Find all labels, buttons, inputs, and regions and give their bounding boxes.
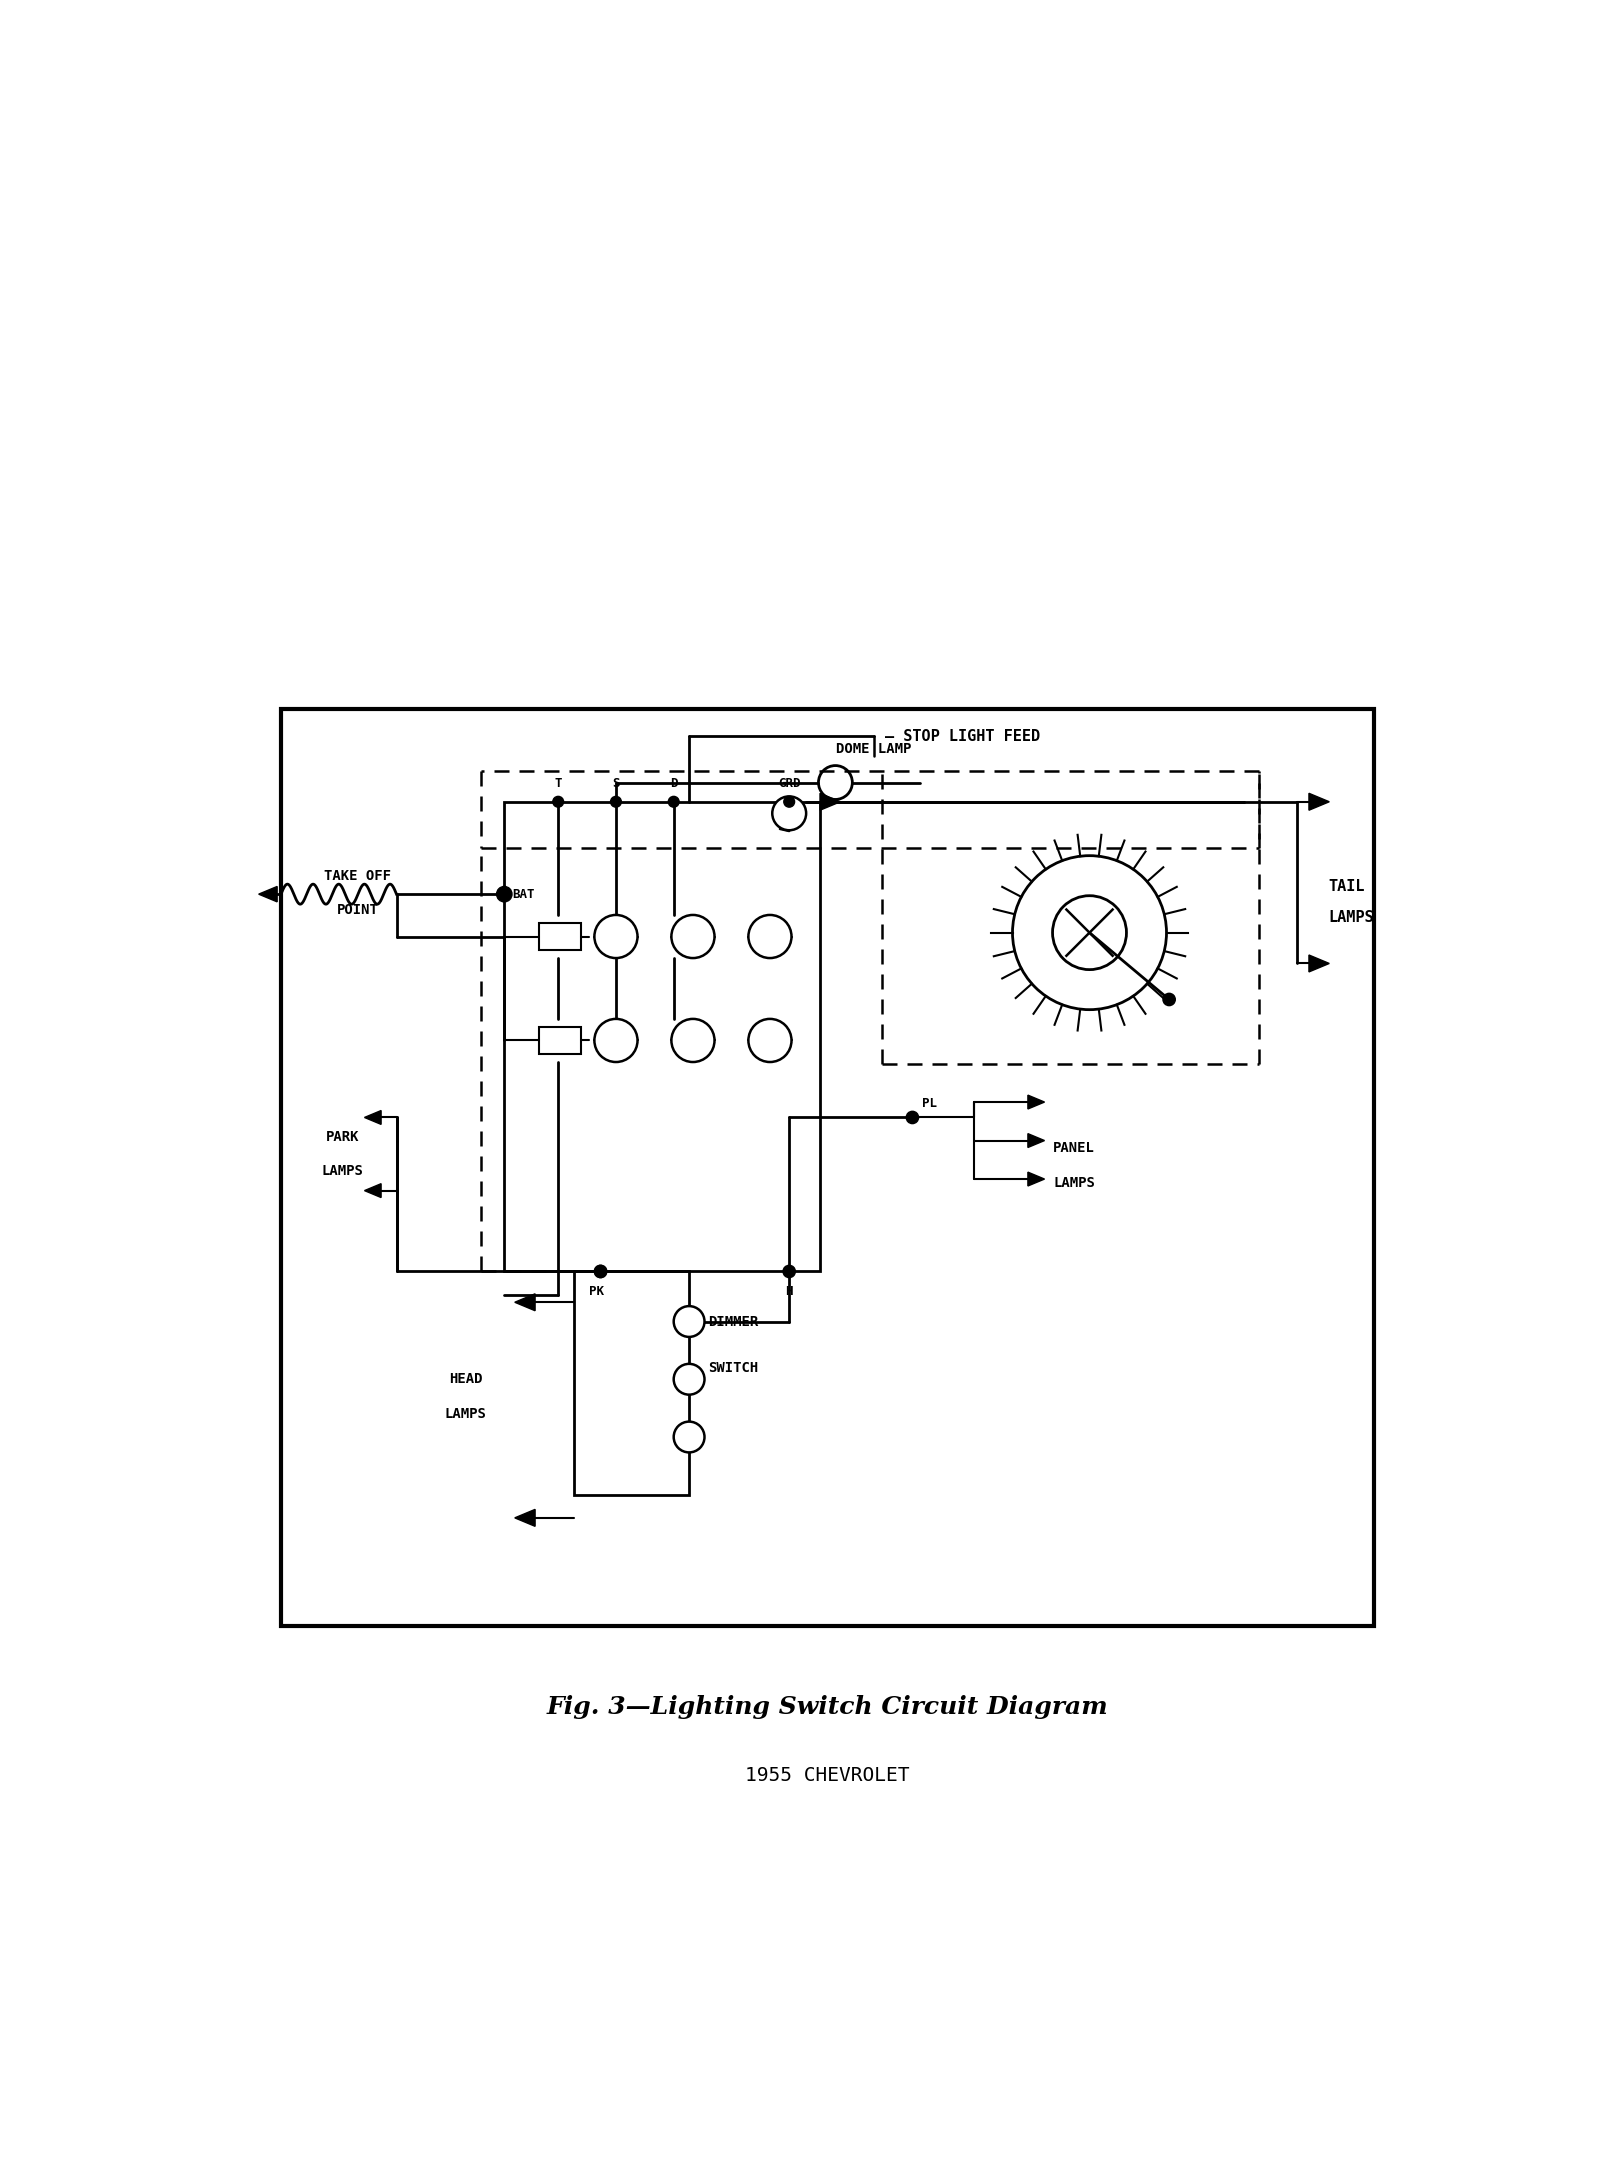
Text: POINT: POINT [338, 902, 379, 918]
Text: DIMMER: DIMMER [709, 1314, 758, 1329]
Text: T: T [555, 777, 562, 790]
Circle shape [674, 1307, 704, 1337]
Circle shape [499, 889, 510, 900]
Text: SWITCH: SWITCH [709, 1361, 758, 1374]
Circle shape [782, 1266, 795, 1277]
Circle shape [674, 1363, 704, 1394]
Polygon shape [515, 1294, 534, 1311]
Circle shape [611, 796, 621, 807]
Circle shape [674, 1422, 704, 1452]
Circle shape [594, 1266, 606, 1277]
Text: TAIL: TAIL [1328, 879, 1365, 894]
Polygon shape [259, 887, 277, 902]
Text: HEAD: HEAD [450, 1372, 483, 1387]
Text: PL: PL [922, 1097, 936, 1110]
Polygon shape [1027, 1095, 1045, 1108]
Polygon shape [515, 1510, 534, 1526]
Polygon shape [819, 794, 840, 809]
Text: 1955 CHEVROLET: 1955 CHEVROLET [746, 1766, 910, 1785]
Text: PK: PK [589, 1285, 605, 1298]
Text: LAMPS: LAMPS [322, 1164, 363, 1179]
Circle shape [1163, 993, 1176, 1006]
Text: LAMPS: LAMPS [1328, 909, 1374, 924]
Polygon shape [1027, 1173, 1045, 1186]
Text: LAMPS: LAMPS [1053, 1175, 1094, 1190]
Polygon shape [365, 1184, 381, 1197]
Polygon shape [1309, 954, 1330, 972]
Circle shape [749, 915, 792, 959]
Circle shape [594, 915, 637, 959]
Text: BAT: BAT [512, 887, 534, 900]
Polygon shape [1309, 794, 1330, 809]
Text: GRD: GRD [778, 777, 800, 790]
Text: D: D [670, 777, 677, 790]
Circle shape [906, 1112, 918, 1123]
Text: H: H [786, 1285, 794, 1298]
Text: TAKE OFF: TAKE OFF [325, 868, 392, 883]
Bar [539, 924, 581, 950]
Bar [539, 1028, 581, 1054]
Polygon shape [1027, 1134, 1045, 1147]
Text: LAMPS: LAMPS [445, 1407, 486, 1422]
Circle shape [496, 887, 512, 902]
Text: DOME LAMP: DOME LAMP [837, 742, 912, 755]
Text: PARK: PARK [326, 1130, 360, 1145]
Text: S: S [613, 777, 619, 790]
Text: Fig. 3—Lighting Switch Circuit Diagram: Fig. 3—Lighting Switch Circuit Diagram [547, 1694, 1109, 1718]
Circle shape [773, 796, 806, 831]
Circle shape [554, 796, 563, 807]
Circle shape [672, 1019, 715, 1063]
Circle shape [669, 796, 678, 807]
Text: — STOP LIGHT FEED: — STOP LIGHT FEED [885, 729, 1040, 744]
Polygon shape [365, 1110, 381, 1125]
Circle shape [594, 1019, 637, 1063]
Circle shape [594, 1266, 606, 1277]
Circle shape [672, 915, 715, 959]
Circle shape [749, 1019, 792, 1063]
Circle shape [784, 796, 795, 807]
Text: PANEL: PANEL [1053, 1140, 1094, 1156]
